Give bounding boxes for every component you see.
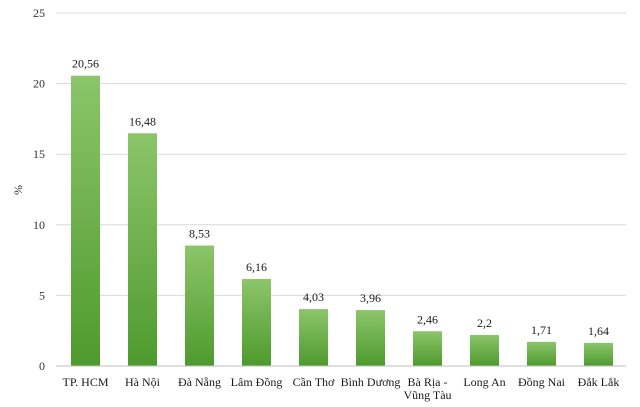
bar [413,331,442,366]
x-tick-label: Bà Rịa -Vũng Tàu [403,375,451,402]
x-tick-label: Đà Nẵng [178,375,221,389]
x-tick-label: Đắk Lắk [578,375,620,389]
bar [356,310,385,366]
x-tick-label: Đồng Nai [518,375,566,389]
bar [242,279,271,366]
data-label: 6,16 [246,260,267,274]
bar [299,309,328,366]
x-tick-label: Cần Thơ [293,375,335,389]
data-label: 8,53 [189,227,210,241]
data-label: 1,71 [531,323,552,337]
data-label: 16,48 [129,114,156,128]
bars [71,75,613,366]
x-tick-label: Long An [463,375,505,389]
y-tick-label: 25 [33,6,45,20]
data-label: 1,64 [588,324,609,338]
data-label: 3,96 [360,291,381,305]
bar [470,334,499,366]
x-tick-label: Hà Nội [125,375,161,389]
x-tick-label: TP. HCM [62,375,108,389]
data-labels: 20,56 16,48 8,53 6,16 4,03 3,96 2,46 2,2 1,71 1,6… [72,57,609,338]
x-axis-categories: TP. HCM Hà Nội Đà Nẵng Lâm Đồng Cần Thơ Bình … [62,375,619,402]
bar [128,133,157,366]
y-tick-label: 15 [33,147,45,161]
bar [185,245,214,366]
y-axis-ticks: 0 5 10 15 20 25 [33,6,45,373]
y-tick-label: 10 [33,218,45,232]
data-label: 20,56 [72,57,99,71]
bar [584,342,613,366]
data-label: 2,46 [417,312,438,326]
y-tick-label: 0 [39,359,45,373]
x-tick-label: Lâm Đồng [231,375,283,389]
x-tick-label: Bình Dương [341,375,401,389]
y-axis-title: % [11,185,25,195]
y-tick-label: 20 [33,77,45,91]
data-label: 2,2 [477,316,492,330]
y-tick-label: 5 [39,288,45,302]
data-label: 4,03 [303,290,324,304]
bar [71,75,100,366]
bar [527,341,556,366]
